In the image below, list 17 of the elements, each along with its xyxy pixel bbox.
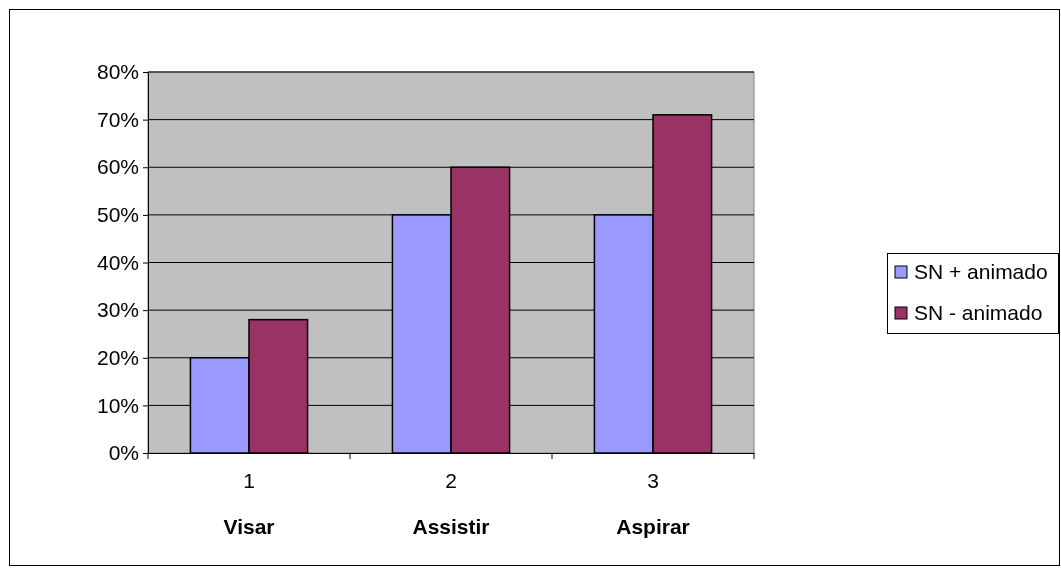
text: Assistir: [412, 515, 490, 538]
y-tick-label: 0%: [108, 441, 139, 465]
y-tick-label: 10%: [96, 393, 139, 417]
text: Visar: [223, 515, 275, 538]
y-tick-label: 20%: [96, 345, 139, 369]
y-tick-label: 70%: [96, 107, 139, 131]
legend-label: SN - animado: [914, 301, 1043, 325]
text: Aspirar: [616, 515, 690, 538]
x-tick-label: 1: [243, 468, 255, 492]
y-tick-label: 30%: [96, 298, 139, 322]
legend-label: SN + animado: [914, 260, 1048, 284]
y-tick-label: 60%: [96, 155, 139, 179]
y-tick-label: 50%: [96, 203, 139, 227]
x-tick-label: 2: [445, 468, 457, 492]
x-tick-label: 3: [647, 468, 659, 492]
y-tick-label: 40%: [96, 250, 139, 274]
y-tick-label: 80%: [96, 60, 139, 84]
